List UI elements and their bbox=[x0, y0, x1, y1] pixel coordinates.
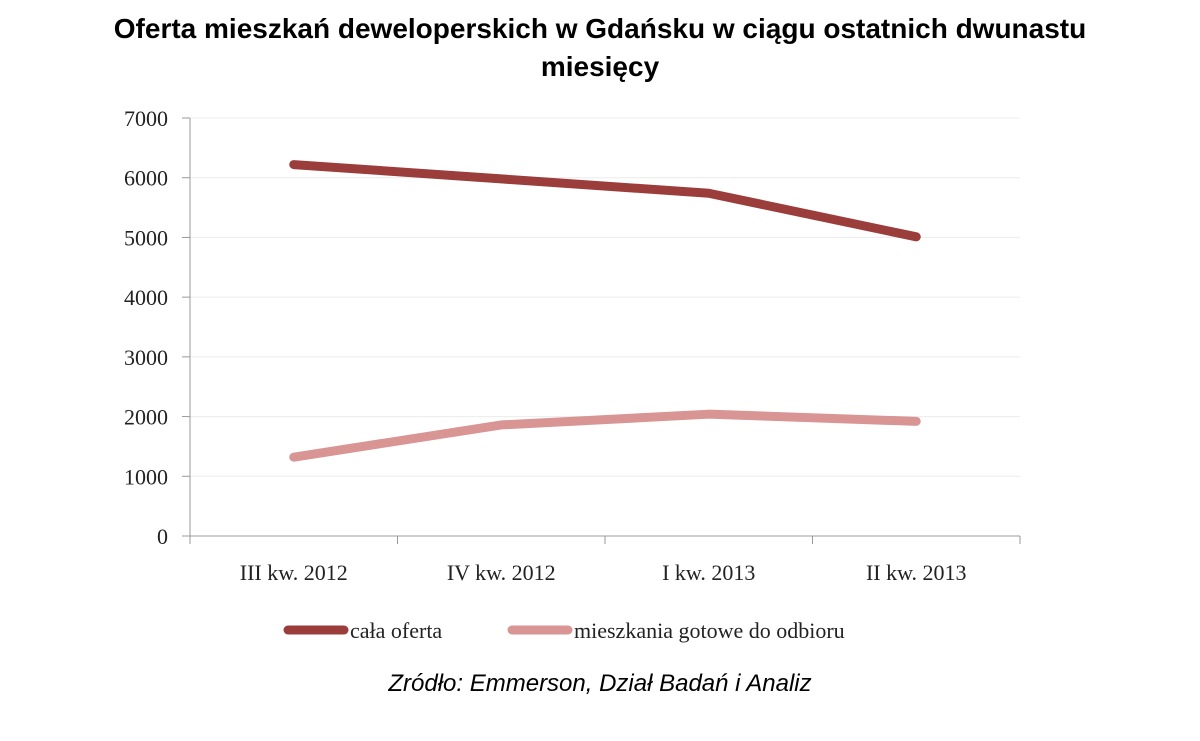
source-note: Zródło: Emmerson, Dział Badań i Analiz bbox=[388, 670, 812, 697]
y-tick-label-5000: 5000 bbox=[124, 225, 168, 250]
axes: 0 1000 2000 3000 4000 5000 6000 7000 III kw. 201… bbox=[124, 106, 1021, 585]
legend: cała oferta mieszkania gotowe do odbioru bbox=[283, 618, 845, 643]
legend-label-0: cała oferta bbox=[350, 618, 442, 643]
y-tick-label-6000: 6000 bbox=[124, 166, 168, 191]
y-tick-label-2000: 2000 bbox=[124, 405, 168, 430]
y-tick-label-0: 0 bbox=[157, 524, 168, 549]
chart-title-line2: miesięcy bbox=[540, 51, 660, 82]
grid bbox=[190, 117, 1020, 477]
x-tick-label-2: I kw. 2013 bbox=[662, 560, 755, 585]
x-tick-label-1: IV kw. 2012 bbox=[447, 560, 556, 585]
series-line-1 bbox=[289, 409, 921, 462]
y-tick-label-1000: 1000 bbox=[124, 464, 168, 489]
y-tick-label-4000: 4000 bbox=[124, 285, 168, 310]
series-line-0 bbox=[289, 160, 921, 242]
x-tick-label-0: III kw. 2012 bbox=[240, 560, 348, 585]
y-tick-label-3000: 3000 bbox=[124, 345, 168, 370]
series bbox=[289, 160, 921, 462]
chart-title-line1: Oferta mieszkań deweloperskich w Gdańsku… bbox=[113, 13, 1087, 44]
chart-title: Oferta mieszkań deweloperskich w Gdańsku… bbox=[0, 10, 1200, 86]
x-tick-label-3: II kw. 2013 bbox=[866, 560, 967, 585]
legend-label-1: mieszkania gotowe do odbioru bbox=[574, 618, 845, 643]
y-tick-label-7000: 7000 bbox=[124, 106, 168, 131]
